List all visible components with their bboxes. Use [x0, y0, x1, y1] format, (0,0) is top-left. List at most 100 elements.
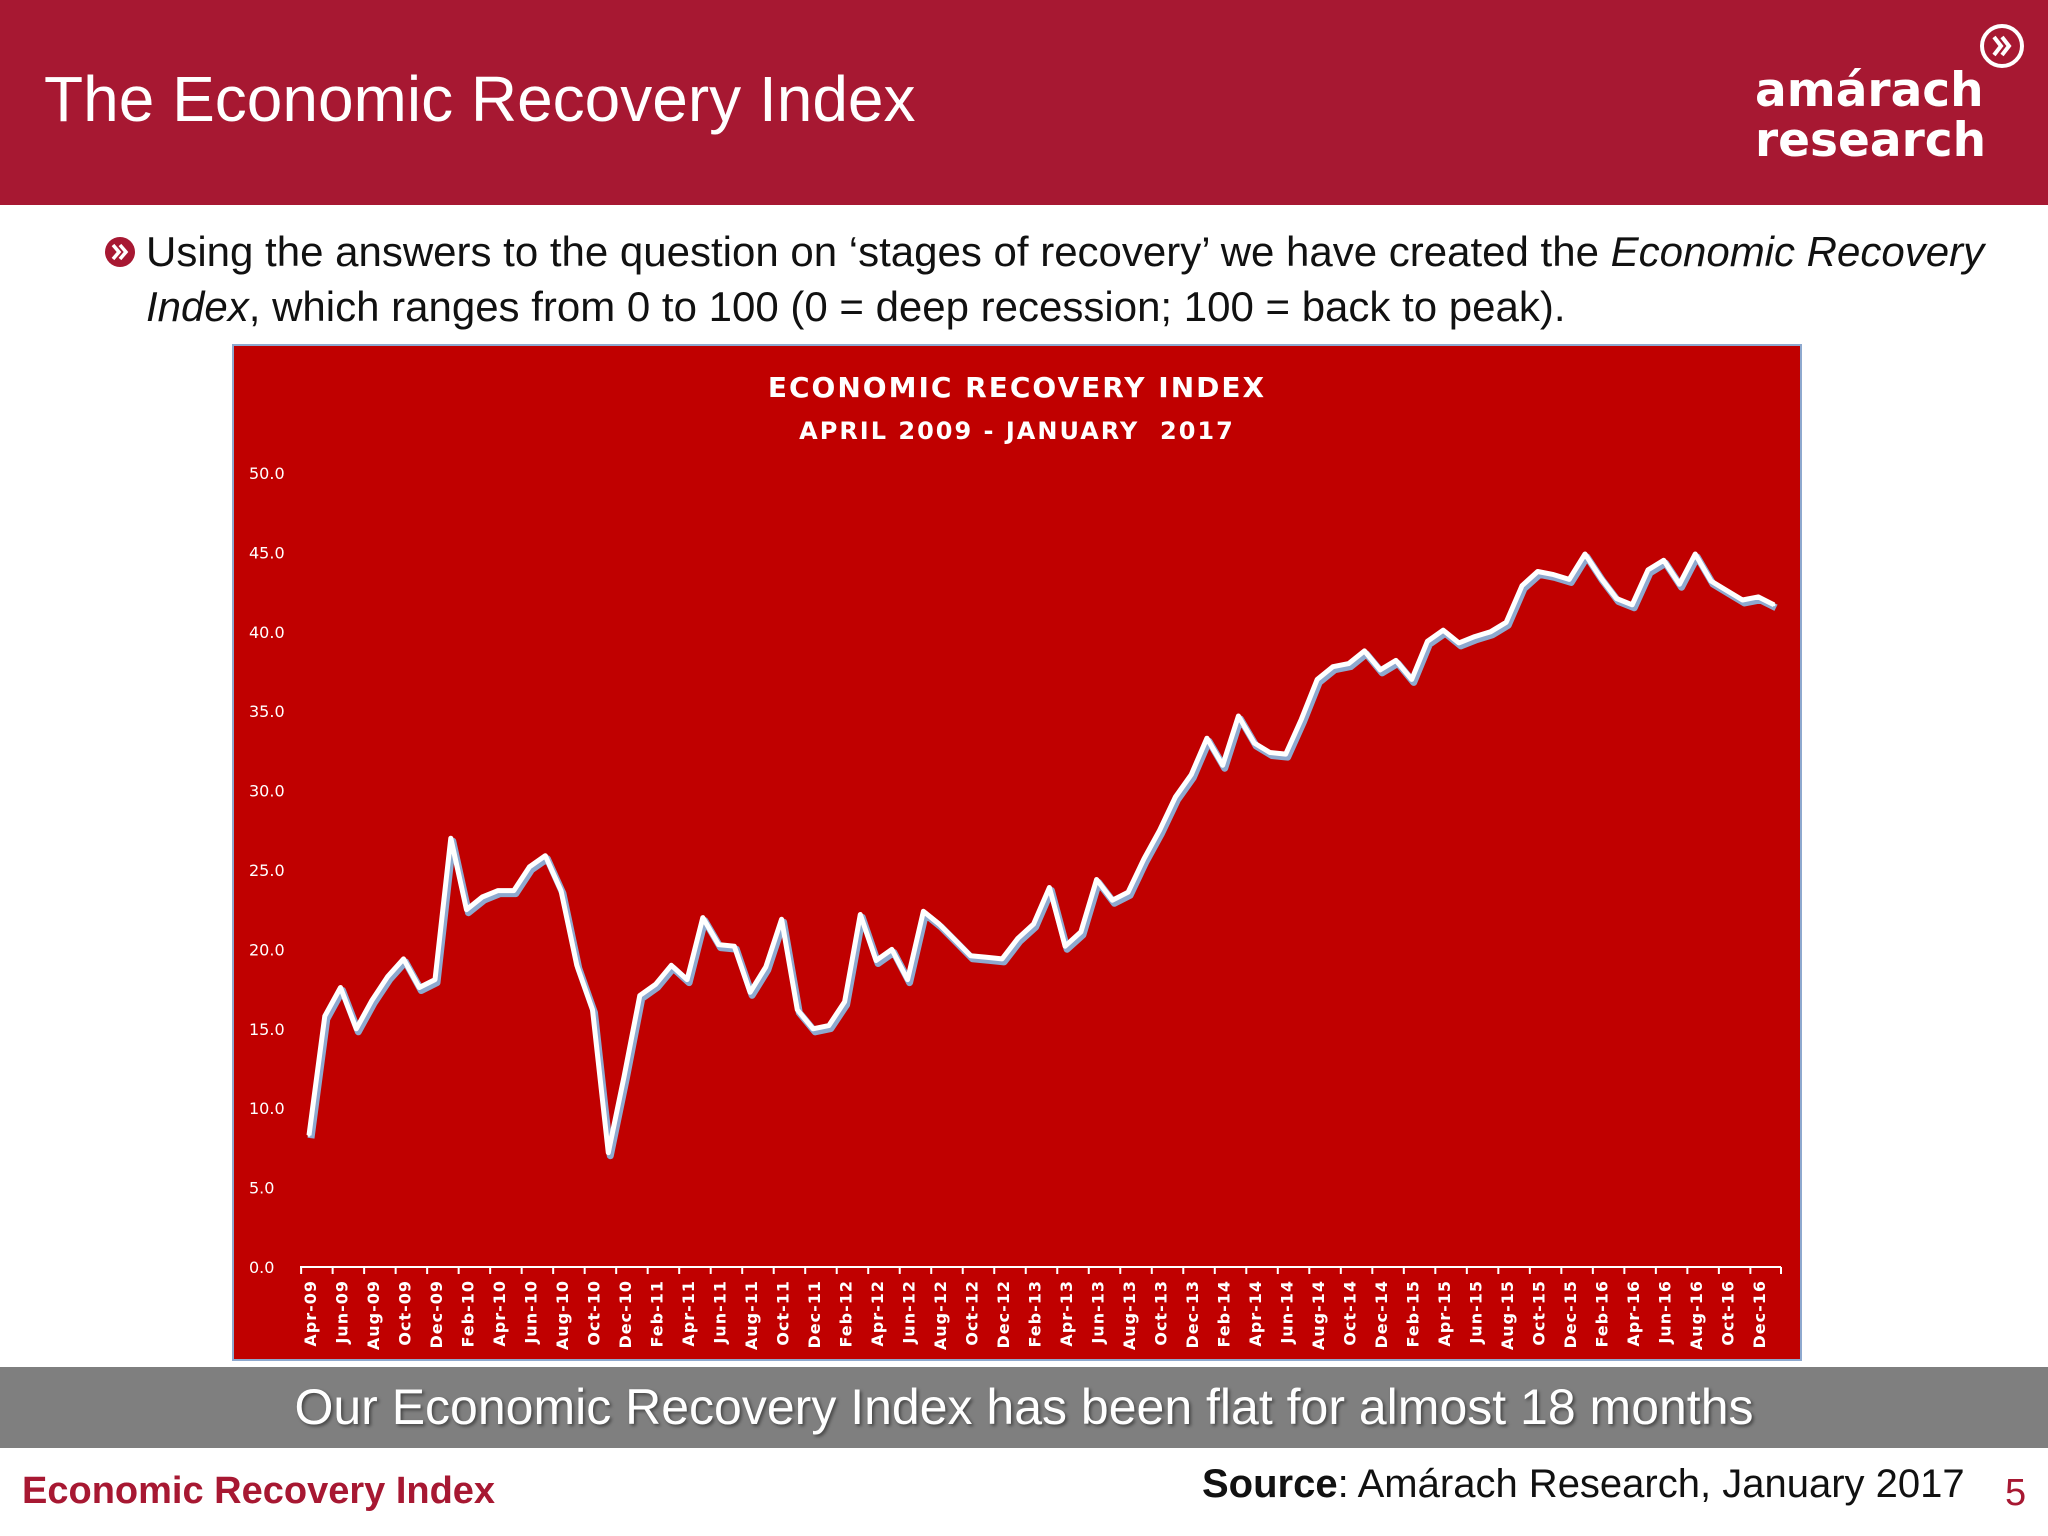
x-tick-label: Jun-09 [333, 1280, 352, 1345]
x-tick-label: Dec-14 [1372, 1280, 1391, 1349]
data-point-Jan-14 [1205, 736, 1209, 740]
logo-line-1: amárach [1755, 63, 1984, 118]
data-point-Mar-10 [480, 895, 484, 899]
x-tick-label: Oct-12 [963, 1280, 982, 1346]
data-point-Feb-12 [843, 1000, 847, 1004]
data-point-May-15 [1457, 641, 1461, 645]
y-tick-label: 30.0 [249, 782, 285, 801]
data-point-Aug-11 [748, 990, 752, 994]
x-tick-label: Dec-12 [994, 1280, 1013, 1349]
data-point-Jan-16 [1583, 552, 1587, 556]
data-point-Mar-13 [1047, 885, 1051, 889]
data-point-Dec-14 [1378, 668, 1382, 672]
data-point-Sep-14 [1331, 665, 1335, 669]
data-point-Sep-11 [764, 965, 768, 969]
data-point-Dec-12 [1000, 957, 1004, 961]
data-point-Apr-16 [1630, 603, 1634, 607]
x-tick-label: Apr-09 [301, 1280, 320, 1347]
source-label: Source [1202, 1462, 1338, 1506]
x-tick-label: Jun-14 [1278, 1280, 1297, 1345]
data-point-Oct-16 [1725, 589, 1729, 593]
x-tick-label: Dec-10 [616, 1280, 635, 1349]
data-point-May-11 [701, 916, 705, 920]
data-point-May-09 [323, 1014, 327, 1018]
data-point-Aug-15 [1504, 620, 1508, 624]
x-tick-label: Jun-11 [711, 1280, 730, 1345]
data-point-Mar-12 [858, 912, 862, 916]
data-point-Mar-11 [669, 963, 673, 967]
data-point-Feb-13 [1032, 922, 1036, 926]
data-point-Jul-09 [354, 1027, 358, 1031]
data-point-Nov-15 [1551, 573, 1555, 577]
data-point-Dec-15 [1567, 577, 1571, 581]
x-tick-label: Apr-13 [1057, 1280, 1076, 1347]
data-point-Sep-12 [953, 938, 957, 942]
x-tick-label: Feb-11 [648, 1280, 667, 1348]
y-tick-label: 15.0 [249, 1020, 285, 1039]
source-note: Source: Amárach Research, January 2017 [1202, 1462, 1965, 1507]
x-tick-label: Dec-13 [1183, 1280, 1202, 1349]
x-tick-label: Apr-14 [1246, 1280, 1265, 1347]
data-point-Feb-10 [465, 908, 469, 912]
data-point-Oct-09 [402, 957, 406, 961]
intro-text-part-2: , which ranges from 0 to 100 (0 = deep r… [248, 283, 1566, 330]
data-point-Aug-16 [1693, 552, 1697, 556]
x-tick-label: Jun-13 [1089, 1280, 1108, 1345]
data-point-Mar-14 [1236, 714, 1240, 718]
series-line-shadow [307, 553, 1778, 1160]
x-tick-label: Aug-15 [1498, 1280, 1517, 1350]
x-tick-label: Dec-11 [805, 1280, 824, 1349]
data-point-Aug-14 [1315, 677, 1319, 681]
data-point-Aug-09 [370, 998, 374, 1002]
data-point-Apr-09 [307, 1133, 311, 1137]
data-point-Nov-16 [1740, 598, 1744, 602]
data-point-May-16 [1646, 568, 1650, 572]
x-tick-label: Feb-13 [1026, 1280, 1045, 1348]
x-tick-label: Jun-12 [900, 1280, 919, 1345]
data-point-Jan-11 [638, 993, 642, 997]
data-point-Jan-10 [449, 836, 453, 840]
x-tick-label: Feb-12 [837, 1280, 856, 1348]
chart-panel: ECONOMIC RECOVERY INDEX APRIL 2009 - JAN… [232, 344, 1802, 1361]
data-point-Jan-13 [1016, 936, 1020, 940]
series-line [306, 551, 1776, 1156]
data-point-Jul-16 [1677, 582, 1681, 586]
data-point-Dec-13 [1189, 773, 1193, 777]
x-tick-label: Dec-09 [427, 1280, 446, 1349]
data-point-Oct-14 [1347, 662, 1351, 666]
x-tick-label: Apr-11 [679, 1280, 698, 1347]
header-bar: The Economic Recovery Index amárach rese… [0, 0, 2048, 205]
data-point-Dec-16 [1756, 595, 1760, 599]
x-tick-label: Jun-15 [1467, 1280, 1486, 1345]
data-point-Jun-09 [339, 986, 343, 990]
y-tick-label: 10.0 [249, 1099, 285, 1118]
data-point-Dec-11 [811, 1027, 815, 1031]
data-point-Oct-12 [969, 954, 973, 958]
data-point-Nov-13 [1173, 795, 1177, 799]
data-point-Jul-11 [732, 944, 736, 948]
source-text: : Amárach Research, January 2017 [1337, 1462, 1965, 1506]
x-tick-label: Oct-15 [1530, 1280, 1549, 1346]
x-tick-label: Aug-10 [553, 1280, 572, 1350]
data-point-Apr-14 [1252, 741, 1256, 745]
page-number: 5 [2005, 1472, 2027, 1514]
intro-text-part-1: Using the answers to the question on ‘st… [146, 228, 1611, 275]
data-point-Nov-09 [417, 986, 421, 990]
x-tick-label: Oct-13 [1152, 1280, 1171, 1346]
x-tick-label: Apr-16 [1624, 1280, 1643, 1347]
intro-text-italic: Economic Recovery Index [146, 228, 1985, 330]
chart-title: ECONOMIC RECOVERY INDEX [768, 371, 1266, 404]
data-point-Jun-14 [1284, 752, 1288, 756]
x-tick-label: Oct-11 [774, 1280, 793, 1346]
x-tick-label: Jun-10 [522, 1280, 541, 1345]
takeaway-banner: Our Economic Recovery Index has been fla… [0, 1367, 2048, 1448]
data-point-Jul-15 [1488, 630, 1492, 634]
x-tick-label: Aug-14 [1309, 1280, 1328, 1350]
data-point-Jul-14 [1299, 717, 1303, 721]
bullet-chevron-icon [105, 237, 135, 267]
data-point-Nov-12 [984, 955, 988, 959]
footer-title: Economic Recovery Index [22, 1470, 496, 1512]
data-point-Feb-11 [654, 982, 658, 986]
data-point-Feb-15 [1410, 677, 1414, 681]
x-tick-label: Apr-10 [490, 1280, 509, 1347]
